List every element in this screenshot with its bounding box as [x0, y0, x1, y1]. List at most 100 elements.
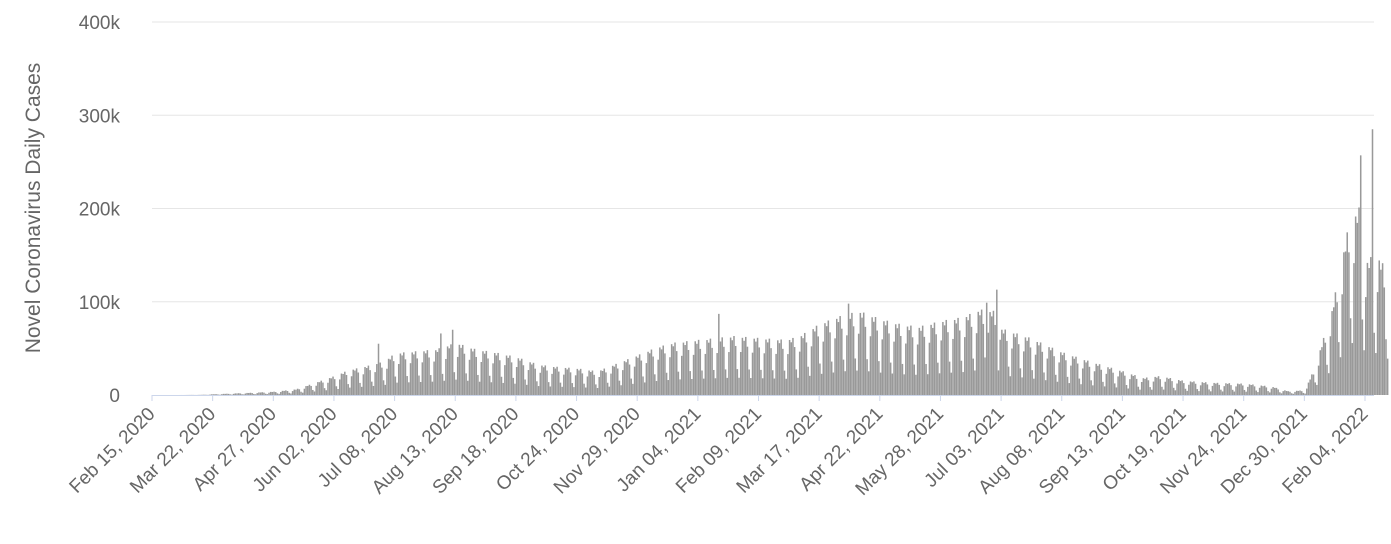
- bar: [429, 375, 432, 395]
- bar: [1354, 216, 1357, 395]
- bar: [431, 381, 434, 395]
- bar: [340, 373, 343, 395]
- bar: [807, 366, 809, 395]
- bar: [603, 368, 606, 395]
- bar: [355, 368, 358, 395]
- bar: [704, 353, 707, 395]
- bar: [349, 387, 351, 395]
- bar: [969, 313, 971, 395]
- bar: [790, 342, 793, 395]
- bar: [1021, 377, 1023, 395]
- bar: [1100, 369, 1103, 395]
- bar: [465, 373, 467, 395]
- bar: [613, 366, 616, 395]
- bar: [755, 341, 757, 395]
- bar: [246, 392, 248, 395]
- bar: [960, 360, 963, 395]
- bar: [256, 393, 258, 395]
- bar: [1253, 386, 1256, 395]
- bar: [1179, 381, 1182, 395]
- bar: [702, 378, 705, 395]
- bar: [547, 382, 550, 395]
- bar: [357, 372, 360, 395]
- bar: [768, 338, 771, 395]
- bar: [1028, 337, 1030, 395]
- bar: [1117, 376, 1119, 395]
- bar: [640, 360, 643, 395]
- bar: [371, 381, 373, 395]
- bar: [478, 381, 481, 395]
- bar: [1198, 391, 1200, 395]
- bar: [539, 372, 542, 395]
- bar: [1336, 302, 1338, 395]
- bar: [1088, 366, 1091, 395]
- bar: [842, 359, 845, 395]
- bar: [1151, 389, 1153, 395]
- bar: [579, 368, 582, 395]
- bar: [1080, 384, 1082, 395]
- bar: [480, 362, 483, 395]
- bar: [864, 326, 867, 395]
- bar: [610, 373, 612, 395]
- bar: [1017, 344, 1020, 395]
- bar: [1144, 378, 1146, 395]
- bar: [1307, 382, 1310, 395]
- bar: [1314, 382, 1316, 395]
- bar: [785, 378, 787, 395]
- bar: [1068, 383, 1071, 395]
- bar: [488, 375, 491, 395]
- bar: [541, 365, 543, 395]
- bar: [851, 312, 853, 395]
- bar: [1194, 383, 1197, 395]
- bar: [519, 360, 521, 395]
- bar: [999, 339, 1001, 395]
- bar: [421, 362, 424, 395]
- bar: [520, 358, 523, 395]
- bar: [1326, 364, 1328, 395]
- bar: [706, 340, 708, 395]
- bar: [381, 367, 383, 395]
- bar: [413, 354, 415, 395]
- bar: [379, 362, 381, 395]
- bar: [514, 383, 516, 395]
- bar: [435, 350, 437, 395]
- bar: [906, 326, 909, 395]
- bar: [264, 393, 267, 395]
- bar: [770, 348, 772, 395]
- bar: [1004, 329, 1006, 395]
- bar: [1272, 387, 1274, 395]
- bar: [1226, 383, 1229, 395]
- bar: [1169, 378, 1172, 395]
- bar: [984, 357, 986, 395]
- bar: [1156, 377, 1158, 395]
- bar: [389, 359, 392, 395]
- bar: [1095, 363, 1097, 395]
- bar: [1078, 378, 1081, 395]
- bar: [483, 353, 486, 395]
- bar: [721, 337, 723, 395]
- bar: [364, 367, 366, 395]
- bar: [1225, 383, 1227, 395]
- bar: [404, 359, 407, 395]
- bar: [812, 329, 814, 395]
- bar: [485, 350, 488, 395]
- bar: [905, 343, 907, 395]
- bar: [234, 393, 237, 395]
- bar: [455, 379, 457, 395]
- bar: [1204, 382, 1207, 395]
- bar: [426, 350, 429, 395]
- bar: [1332, 307, 1335, 395]
- bar: [1092, 385, 1094, 395]
- bars: [178, 129, 1389, 396]
- bar: [616, 368, 619, 395]
- bar: [1363, 350, 1365, 395]
- bar: [510, 362, 513, 395]
- bar: [1090, 380, 1092, 395]
- bar: [1371, 129, 1374, 396]
- bar: [1043, 372, 1045, 395]
- bar: [581, 373, 584, 395]
- bar: [903, 374, 905, 395]
- bar: [923, 336, 926, 395]
- bar: [301, 392, 304, 395]
